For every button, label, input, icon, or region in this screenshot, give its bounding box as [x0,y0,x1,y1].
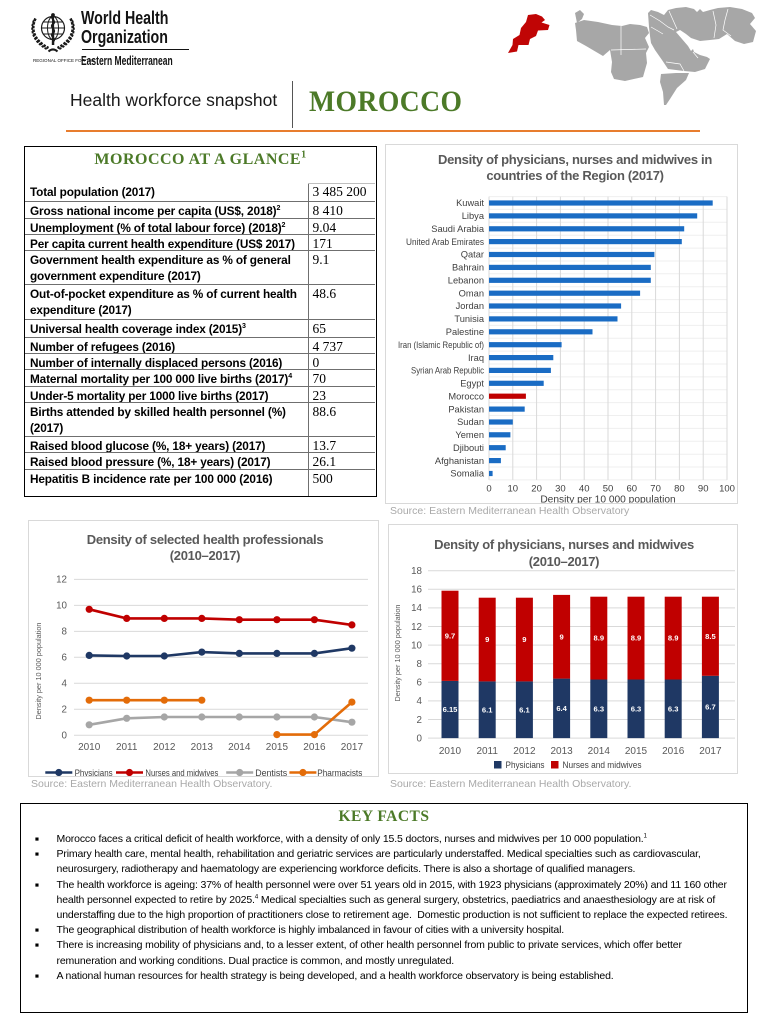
svg-text:Morocco: Morocco [448,391,484,401]
svg-text:Somalia: Somalia [450,469,484,479]
svg-text:6.1: 6.1 [519,705,530,714]
svg-text:6.7: 6.7 [705,703,716,712]
svg-text:12: 12 [56,575,67,586]
svg-text:8.9: 8.9 [594,634,605,643]
svg-text:50: 50 [603,483,614,494]
svg-text:Lebanon: Lebanon [448,276,484,286]
svg-text:Physicians: Physicians [506,760,545,771]
svg-text:4: 4 [62,679,68,690]
svg-text:Egypt: Egypt [460,379,484,389]
svg-text:14: 14 [411,603,422,614]
svg-text:8: 8 [62,627,68,638]
svg-text:Syrian Arab Republic: Syrian Arab Republic [411,366,484,376]
svg-text:8.9: 8.9 [668,634,679,643]
svg-text:100: 100 [719,483,735,494]
svg-text:2011: 2011 [476,746,498,757]
svg-text:2017: 2017 [699,746,722,757]
svg-text:Libya: Libya [462,211,485,221]
svg-text:Sudan: Sudan [457,417,484,427]
svg-text:Pharmacists: Pharmacists [317,768,362,777]
svg-text:30: 30 [555,483,566,494]
svg-text:Palestine: Palestine [446,327,484,337]
svg-text:Physicians: Physicians [75,768,113,777]
svg-text:16: 16 [411,585,422,596]
svg-text:(2010–2017): (2010–2017) [170,548,240,563]
svg-text:2013: 2013 [191,742,214,753]
svg-text:20: 20 [531,483,542,494]
svg-text:Saudi Arabia: Saudi Arabia [431,224,485,234]
svg-text:4: 4 [417,696,423,707]
svg-text:(2010–2017): (2010–2017) [529,554,599,569]
svg-text:2012: 2012 [513,746,536,757]
svg-text:United Arab Emirates: United Arab Emirates [406,237,484,247]
svg-text:Density per 10 000 population: Density per 10 000 population [34,623,43,720]
svg-text:6.1: 6.1 [482,705,493,714]
svg-text:Afghanistan: Afghanistan [435,456,484,466]
svg-text:Tunisia: Tunisia [454,314,484,324]
svg-text:2014: 2014 [228,742,251,753]
svg-text:12: 12 [411,622,422,633]
svg-text:2014: 2014 [588,746,611,757]
svg-text:40: 40 [579,483,590,494]
svg-text:6: 6 [62,653,68,664]
svg-text:2015: 2015 [266,742,289,753]
svg-text:Qatar: Qatar [461,250,484,260]
svg-text:9.7: 9.7 [445,631,456,640]
svg-text:2012: 2012 [153,742,176,753]
svg-text:8.9: 8.9 [631,634,642,643]
svg-text:Yemen: Yemen [455,430,484,440]
svg-text:10: 10 [411,640,422,651]
svg-text:2010: 2010 [78,742,101,753]
svg-text:0: 0 [486,483,491,494]
svg-text:Djibouti: Djibouti [453,443,484,453]
svg-text:9: 9 [522,635,526,644]
svg-text:70: 70 [650,483,661,494]
svg-text:90: 90 [698,483,709,494]
svg-text:Bahrain: Bahrain [452,263,484,273]
svg-text:Nurses and midwives: Nurses and midwives [563,760,642,771]
svg-text:18: 18 [411,566,422,577]
svg-text:Density of selected health pro: Density of selected health professionals [87,532,324,547]
svg-text:Iran (Islamic Republic of): Iran (Islamic Republic of) [398,340,484,350]
svg-text:Iraq: Iraq [468,353,484,363]
svg-text:Density of physicians, nurses: Density of physicians, nurses and midwiv… [438,152,712,167]
svg-text:80: 80 [674,483,685,494]
svg-text:10: 10 [56,601,67,612]
svg-text:60: 60 [627,483,638,494]
svg-text:6.15: 6.15 [443,705,459,714]
svg-text:6.3: 6.3 [631,704,642,713]
svg-text:2016: 2016 [303,742,326,753]
svg-text:Density per 10 000 population: Density per 10 000 population [540,494,675,504]
svg-text:0: 0 [417,733,423,744]
svg-text:Dentists: Dentists [255,768,287,777]
svg-text:2013: 2013 [550,746,573,757]
svg-text:Kuwait: Kuwait [456,198,484,208]
svg-text:Density of physicians, nurses: Density of physicians, nurses and midwiv… [434,537,694,552]
svg-text:2: 2 [62,705,67,716]
svg-text:Nurses and midwives: Nurses and midwives [145,768,218,777]
svg-text:Jordan: Jordan [456,301,484,311]
svg-text:6: 6 [417,678,423,689]
svg-text:2: 2 [417,715,422,726]
svg-text:9: 9 [485,635,489,644]
svg-text:Oman: Oman [459,288,484,298]
svg-text:2017: 2017 [341,742,364,753]
svg-text:countries of the Region (2017): countries of the Region (2017) [486,168,663,183]
svg-text:Density per 10 000 population: Density per 10 000 population [393,605,402,702]
svg-text:10: 10 [508,483,519,494]
svg-text:8: 8 [417,659,423,670]
svg-text:Pakistan: Pakistan [448,404,484,414]
svg-text:2016: 2016 [662,746,685,757]
svg-text:6.4: 6.4 [556,704,567,713]
svg-text:6.3: 6.3 [594,704,605,713]
svg-text:2015: 2015 [625,746,648,757]
svg-text:2011: 2011 [116,742,138,753]
svg-text:6.3: 6.3 [668,704,679,713]
svg-text:0: 0 [62,731,68,742]
svg-text:8.5: 8.5 [705,632,716,641]
svg-text:2010: 2010 [439,746,462,757]
svg-text:9: 9 [559,632,563,641]
